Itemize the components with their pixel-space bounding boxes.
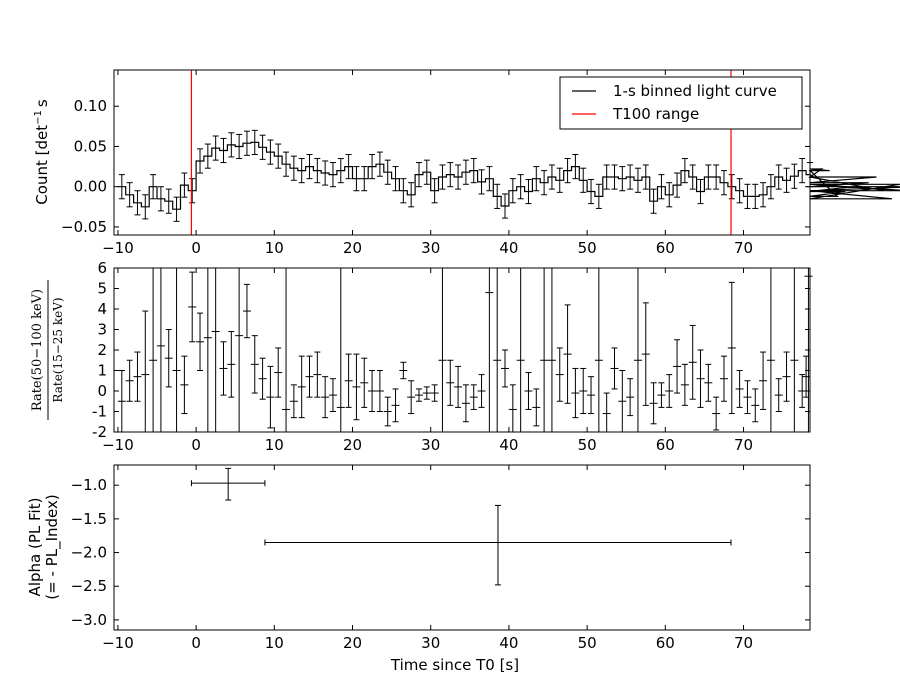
x-tick-label: −10 (102, 436, 134, 454)
x-axis-label: Time since T0 [s] (390, 656, 519, 674)
y-tick-label: 2 (97, 341, 107, 359)
ratio-denominator: Rate(15−25 keV) (51, 297, 65, 402)
x-tick-label: 10 (265, 239, 284, 257)
x-tick-label: 30 (421, 634, 440, 652)
x-tick-label: 0 (191, 634, 201, 652)
y-tick-label: −1.5 (71, 510, 107, 528)
alpha-plot-area (190, 467, 732, 586)
alpha-panel: −10 0 10 20 30 40 50 60 70 −1.0 −1.5 −2.0 −2.5 −3.0 A… (26, 464, 811, 674)
x-tick-label: 20 (343, 436, 362, 454)
x-tick-label: 20 (343, 239, 362, 257)
y-tick-label: 1 (97, 362, 107, 380)
ylabel-tail: s (33, 99, 51, 107)
ratio-numerator: Rate(50−100 keV) (30, 289, 45, 411)
y-tick-label: −2.0 (71, 544, 107, 562)
x-tick-label: 0 (191, 239, 201, 257)
y-tick-label: 4 (97, 300, 107, 318)
x-tick-label: 30 (421, 436, 440, 454)
light-curve-legend: 1-s binned light curve T100 range (559, 76, 803, 130)
x-tick-label: 50 (578, 436, 597, 454)
y-tick-label: 0 (97, 382, 107, 400)
alpha-ylabel-line1: Alpha (PL Fit) (26, 498, 44, 597)
y-tick-label: −1.0 (71, 476, 107, 494)
x-tick-label: 70 (734, 436, 753, 454)
x-tick-label: 50 (578, 634, 597, 652)
y-tick-label: 5 (97, 280, 107, 298)
y-tick-label: -2 (92, 423, 107, 441)
x-tick-label: −10 (102, 634, 134, 652)
x-tick-label: 40 (499, 634, 518, 652)
hardness-ratio-plot-area (117, 268, 813, 432)
alpha-y-axis-label: Alpha (PL Fit) (= - PL_Index) (26, 494, 62, 599)
y-tick-label: 6 (97, 259, 107, 277)
light-curve-ticks: −10 0 10 20 30 40 50 60 70 0.10 0.05 0.00 −0.05 (61, 70, 810, 257)
legend-label-light-curve: 1-s binned light curve (613, 82, 777, 100)
x-tick-label: 10 (265, 436, 284, 454)
y-tick-label: 0.10 (74, 97, 107, 115)
light-curve-axes-frame (113, 69, 811, 236)
alpha-axes-frame (113, 464, 811, 631)
x-tick-label: 20 (343, 634, 362, 652)
hardness-ratio-axes-frame (113, 267, 811, 433)
light-curve-y-axis-label: Count [det−1 s (33, 99, 51, 205)
alpha-ylabel-line2: (= - PL_Index) (43, 494, 62, 599)
legend-box (559, 76, 803, 130)
x-tick-label: 70 (734, 634, 753, 652)
x-tick-label: 60 (656, 436, 675, 454)
ylabel-main: Count [det (33, 125, 51, 205)
light-curve-step-line (117, 141, 900, 210)
legend-label-t100: T100 range (612, 105, 699, 123)
x-tick-label: 60 (656, 239, 675, 257)
y-tick-label: 3 (97, 321, 107, 339)
y-tick-label: 0.00 (74, 178, 107, 196)
y-tick-label: −0.05 (61, 218, 107, 236)
x-tick-label: 10 (265, 634, 284, 652)
y-tick-label: −2.5 (71, 577, 107, 595)
x-tick-label: 40 (499, 436, 518, 454)
x-tick-label: −10 (102, 239, 134, 257)
x-tick-label: 40 (499, 239, 518, 257)
x-tick-label: 0 (191, 436, 201, 454)
ylabel-superscript: −1 (33, 110, 44, 125)
x-tick-label: 60 (656, 634, 675, 652)
y-tick-label: −3.0 (71, 611, 107, 629)
y-tick-label: -1 (92, 403, 107, 421)
x-tick-label: 30 (421, 239, 440, 257)
x-tick-label: 70 (734, 239, 753, 257)
alpha-ticks: −10 0 10 20 30 40 50 60 70 −1.0 −1.5 −2.0 −2.5 −3.0 (71, 465, 810, 652)
light-curve-panel: −10 0 10 20 30 40 50 60 70 0.10 0.05 0.00 −0.05 1-s … (33, 69, 900, 257)
y-tick-label: 0.05 (74, 137, 107, 155)
light-curve-plot-area (117, 70, 900, 235)
x-tick-label: 50 (578, 239, 597, 257)
hardness-ratio-y-axis-label: Rate(50−100 keV) Rate(15−25 keV) (30, 280, 65, 420)
